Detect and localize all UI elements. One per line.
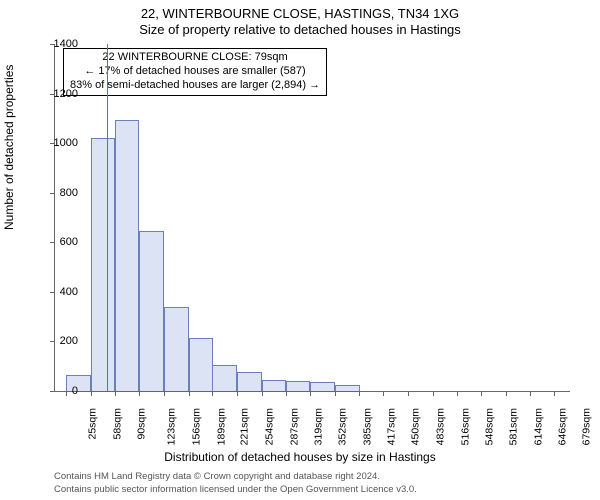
x-tick-label: 516sqm <box>459 408 471 445</box>
x-tick-label: 287sqm <box>288 408 300 445</box>
y-axis-label: Number of detached properties <box>2 65 16 230</box>
x-tick <box>408 391 409 396</box>
histogram-bar <box>164 307 189 391</box>
chart-title-subtitle: Size of property relative to detached ho… <box>0 22 600 37</box>
x-tick <box>164 391 165 396</box>
x-tick-label: 123sqm <box>166 408 178 445</box>
x-tick-label: 548sqm <box>483 408 495 445</box>
y-tick-label: 1200 <box>54 88 78 100</box>
histogram-bar <box>262 380 287 391</box>
x-tick-label: 614sqm <box>532 408 544 445</box>
footer-copyright-2: Contains public sector information licen… <box>54 484 417 495</box>
x-tick <box>286 391 287 396</box>
x-tick <box>481 391 482 396</box>
y-tick-label: 1400 <box>54 38 78 50</box>
histogram-bar <box>310 382 335 391</box>
x-tick-label: 189sqm <box>215 408 227 445</box>
x-tick <box>457 391 458 396</box>
y-tick <box>50 242 55 243</box>
x-tick-label: 319sqm <box>312 408 324 445</box>
x-tick <box>262 391 263 396</box>
x-tick-label: 90sqm <box>135 408 147 440</box>
x-tick <box>433 391 434 396</box>
y-tick-label: 600 <box>60 236 78 248</box>
x-tick-label: 352sqm <box>337 408 349 445</box>
x-tick <box>506 391 507 396</box>
x-tick-label: 254sqm <box>263 408 275 445</box>
x-tick <box>530 391 531 396</box>
y-tick <box>50 341 55 342</box>
x-tick-label: 25sqm <box>87 408 99 440</box>
x-axis-label: Distribution of detached houses by size … <box>0 450 600 464</box>
x-tick-label: 581sqm <box>508 408 520 445</box>
histogram-bar <box>139 231 164 391</box>
x-tick <box>212 391 213 396</box>
x-tick <box>383 391 384 396</box>
y-tick-label: 0 <box>72 385 78 397</box>
histogram-bar <box>237 372 262 391</box>
x-tick <box>359 391 360 396</box>
y-tick <box>50 193 55 194</box>
x-tick <box>310 391 311 396</box>
x-tick <box>91 391 92 396</box>
x-tick <box>335 391 336 396</box>
x-tick-label: 58sqm <box>111 408 123 440</box>
histogram-bar <box>286 381 311 391</box>
x-tick-label: 450sqm <box>410 408 422 445</box>
histogram-bar <box>115 120 140 391</box>
x-tick <box>237 391 238 396</box>
x-tick-label: 417sqm <box>385 408 397 445</box>
x-tick <box>139 391 140 396</box>
x-tick <box>66 391 67 396</box>
footer-copyright-1: Contains HM Land Registry data © Crown c… <box>54 471 380 482</box>
histogram-bar <box>212 365 237 391</box>
chart-title-address: 22, WINTERBOURNE CLOSE, HASTINGS, TN34 1… <box>0 6 600 21</box>
x-tick-label: 646sqm <box>556 408 568 445</box>
x-tick-label: 385sqm <box>361 408 373 445</box>
property-marker-line <box>107 44 109 391</box>
histogram-bar <box>66 375 91 391</box>
y-tick <box>50 292 55 293</box>
histogram-bar <box>335 385 360 391</box>
histogram-bar <box>91 138 116 391</box>
x-tick-label: 156sqm <box>190 408 202 445</box>
x-tick-label: 679sqm <box>581 408 593 445</box>
y-tick <box>50 391 55 392</box>
y-tick-label: 800 <box>60 187 78 199</box>
y-tick-label: 200 <box>60 335 78 347</box>
x-tick <box>554 391 555 396</box>
x-tick <box>189 391 190 396</box>
histogram-plot: 22 WINTERBOURNE CLOSE: 79sqm ← 17% of de… <box>54 44 570 392</box>
histogram-bar <box>189 338 214 391</box>
property-annotation-box: 22 WINTERBOURNE CLOSE: 79sqm ← 17% of de… <box>63 48 327 96</box>
y-tick-label: 1000 <box>54 137 78 149</box>
x-tick-label: 483sqm <box>434 408 446 445</box>
x-tick-label: 221sqm <box>239 408 251 445</box>
y-tick-label: 400 <box>60 286 78 298</box>
x-tick <box>115 391 116 396</box>
